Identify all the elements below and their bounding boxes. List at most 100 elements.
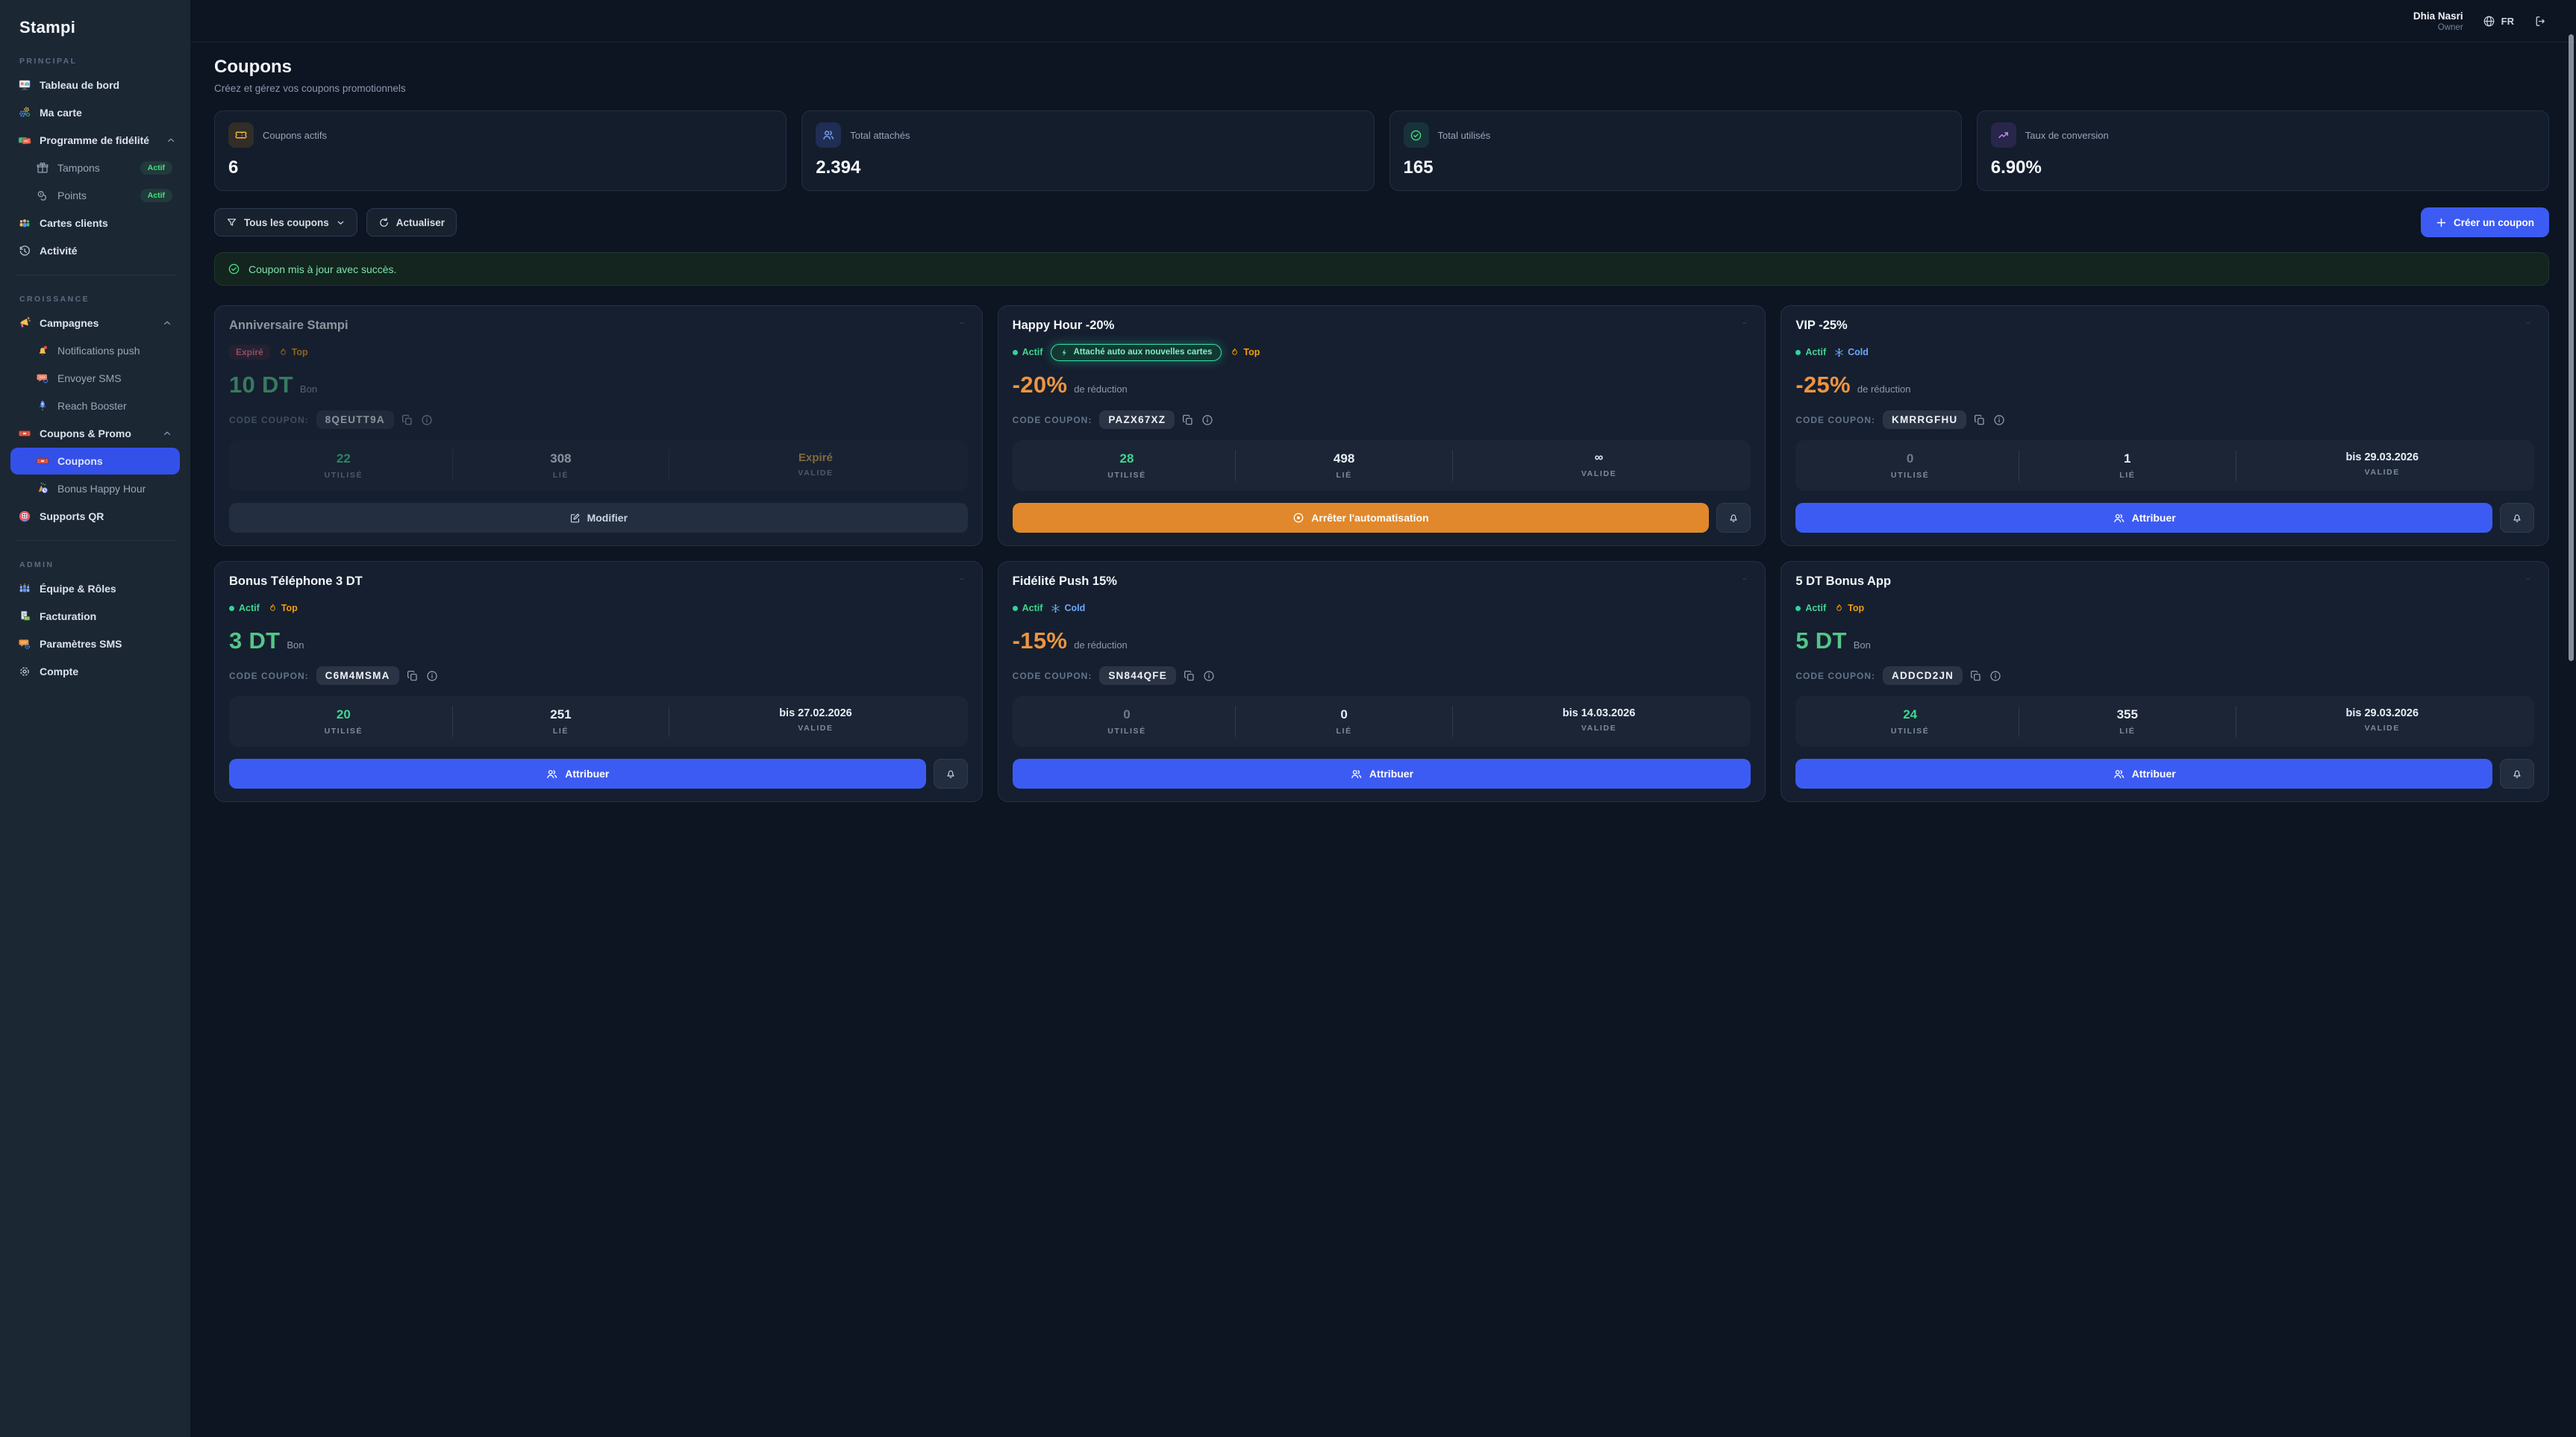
code-info-button[interactable] — [1993, 414, 2005, 426]
sidebar-item-tableau-de-bord[interactable]: Tableau de bord — [10, 72, 180, 98]
linked-label: LIÉ — [1336, 727, 1352, 736]
code-info-button[interactable] — [1989, 670, 2001, 682]
dots-icon — [2522, 577, 2534, 581]
card-menu-button[interactable] — [956, 319, 968, 326]
notify-button[interactable] — [1716, 503, 1751, 533]
sidebar-item-compte[interactable]: Compte — [10, 658, 180, 685]
stat-value: 2.394 — [816, 157, 861, 178]
user-block[interactable]: Dhia Nasri Owner — [2413, 10, 2463, 32]
scrollbar-thumb[interactable] — [2569, 34, 2574, 661]
active-badge: Actif — [229, 603, 260, 613]
sidebar-item-equipe-roles[interactable]: Équipe & Rôles — [10, 575, 180, 602]
coupon-code[interactable]: C6M4MSMA — [316, 666, 399, 685]
users-white-icon — [545, 768, 558, 780]
filter-dropdown[interactable]: Tous les coupons — [214, 208, 357, 237]
sidebar-item-reach-booster[interactable]: Reach Booster — [10, 392, 180, 419]
copy-icon — [1974, 414, 1986, 426]
top-badge: Top — [1230, 347, 1260, 358]
copy-code-button[interactable] — [401, 414, 413, 426]
valid-label: VALIDE — [798, 469, 834, 478]
sidebar-item-programme-de-fidelite[interactable]: Programme de fidélité — [10, 127, 180, 154]
sidebar-item-bonus-happy-hour[interactable]: Bonus Happy Hour — [10, 475, 180, 502]
coupon-card-vip-25: VIP -25% Actif Cold -25% de réduction COD… — [1781, 305, 2549, 546]
sidebar-item-label: Coupons & Promo — [40, 428, 131, 439]
sidebar-item-parametres-sms[interactable]: Paramètres SMS — [10, 630, 180, 657]
sidebar-item-activite[interactable]: Activité — [10, 237, 180, 264]
coupon-code[interactable]: 8QEUTT9A — [316, 410, 394, 429]
sidebar-item-tampons[interactable]: Tampons Actif — [10, 154, 180, 181]
attribuer-button[interactable]: Attribuer — [1795, 503, 2492, 533]
info-icon — [1201, 414, 1213, 426]
copy-code-button[interactable] — [1970, 670, 1982, 682]
attribuer-button[interactable]: Attribuer — [229, 759, 926, 789]
sidebar-item-points[interactable]: Points Actif — [10, 182, 180, 209]
notify-button[interactable] — [2499, 503, 2534, 533]
stat-label: Total attachés — [850, 129, 910, 141]
filter-label: Tous les coupons — [244, 216, 329, 228]
team-icon — [18, 582, 31, 595]
sidebar-item-notifications-push[interactable]: Notifications push — [10, 337, 180, 364]
coupon-code[interactable]: ADDCD2JN — [1883, 666, 1963, 685]
sidebar-item-label: Paramètres SMS — [40, 638, 122, 650]
coupon-code[interactable]: KMRRGFHU — [1883, 410, 1967, 429]
logout-icon — [2533, 15, 2546, 28]
coupon-grid: Anniversaire Stampi Expiré Top 10 DT Bon … — [214, 305, 2549, 802]
card-menu-button[interactable] — [2522, 575, 2534, 582]
info-icon — [426, 670, 438, 682]
sidebar-item-envoyer-sms[interactable]: Envoyer SMS — [10, 365, 180, 392]
sidebar-item-facturation[interactable]: Facturation — [10, 603, 180, 630]
create-coupon-button[interactable]: Créer un coupon — [2420, 207, 2549, 237]
code-info-button[interactable] — [1201, 414, 1213, 426]
code-info-button[interactable] — [421, 414, 433, 426]
card-menu-button[interactable] — [1739, 575, 1751, 582]
sidebar-item-cartes-clients[interactable]: Cartes clients — [10, 210, 180, 237]
chevron-up-icon[interactable] — [166, 135, 176, 145]
logout-button[interactable] — [2533, 15, 2546, 28]
code-info-button[interactable] — [1203, 670, 1215, 682]
coupon-value-suffix: Bon — [1853, 639, 1871, 651]
card-menu-button[interactable] — [956, 575, 968, 582]
valid-label: VALIDE — [2364, 468, 2400, 477]
stop-button[interactable]: Arrêter l'automatisation — [1012, 503, 1710, 533]
snowflake-icon — [1834, 348, 1844, 357]
chevron-up-icon[interactable] — [162, 428, 172, 439]
copy-code-button[interactable] — [1182, 414, 1194, 426]
sidebar-item-supports-qr[interactable]: Supports QR — [10, 503, 180, 530]
coupon-code[interactable]: SN844QFE — [1099, 666, 1176, 685]
language-switcher[interactable]: FR — [2483, 15, 2514, 28]
code-info-button[interactable] — [426, 670, 438, 682]
code-label: CODE COUPON: — [1012, 414, 1092, 425]
users-white-icon — [2113, 512, 2125, 525]
main-content: Coupons Créez et gérez vos coupons promo… — [190, 43, 2576, 1437]
dots-icon — [1739, 321, 1751, 325]
sidebar-item-coupons-promo[interactable]: Coupons & Promo — [10, 420, 180, 447]
active-badge: Actif — [1012, 347, 1042, 357]
attribuer-button[interactable]: Attribuer — [1795, 759, 2492, 789]
notify-button[interactable] — [933, 759, 968, 789]
copy-code-button[interactable] — [407, 670, 419, 682]
sidebar-item-label: Points — [57, 190, 87, 201]
info-icon — [1989, 670, 2001, 682]
chevron-up-icon[interactable] — [162, 318, 172, 328]
sidebar-item-coupons[interactable]: Coupons — [10, 448, 180, 475]
copy-code-button[interactable] — [1184, 670, 1195, 682]
sidebar-section-label-croissance: CROISSANCE — [19, 295, 90, 304]
action-label: Attribuer — [2131, 512, 2176, 524]
card-menu-button[interactable] — [2522, 319, 2534, 326]
check-circle-icon — [1403, 122, 1429, 148]
copy-code-button[interactable] — [1974, 414, 1986, 426]
notify-button[interactable] — [2499, 759, 2534, 789]
coupon-code[interactable]: PAZX67XZ — [1099, 410, 1175, 429]
card-menu-button[interactable] — [1739, 319, 1751, 326]
linked-count: 0 — [1340, 707, 1348, 721]
dots-icon — [956, 577, 968, 581]
stat-card-total-utilises: Total utilisés 165 — [1389, 110, 1962, 191]
sidebar-item-ma-carte[interactable]: Ma carte — [10, 99, 180, 126]
sidebar-item-label: Équipe & Rôles — [40, 583, 116, 595]
attribuer-button[interactable]: Attribuer — [1012, 759, 1751, 789]
flame-icon — [268, 603, 278, 614]
modifier-button[interactable]: Modifier — [229, 503, 968, 533]
gear-icon — [18, 665, 31, 678]
refresh-button[interactable]: Actualiser — [366, 208, 457, 237]
sidebar-item-campagnes[interactable]: Campagnes — [10, 310, 180, 336]
